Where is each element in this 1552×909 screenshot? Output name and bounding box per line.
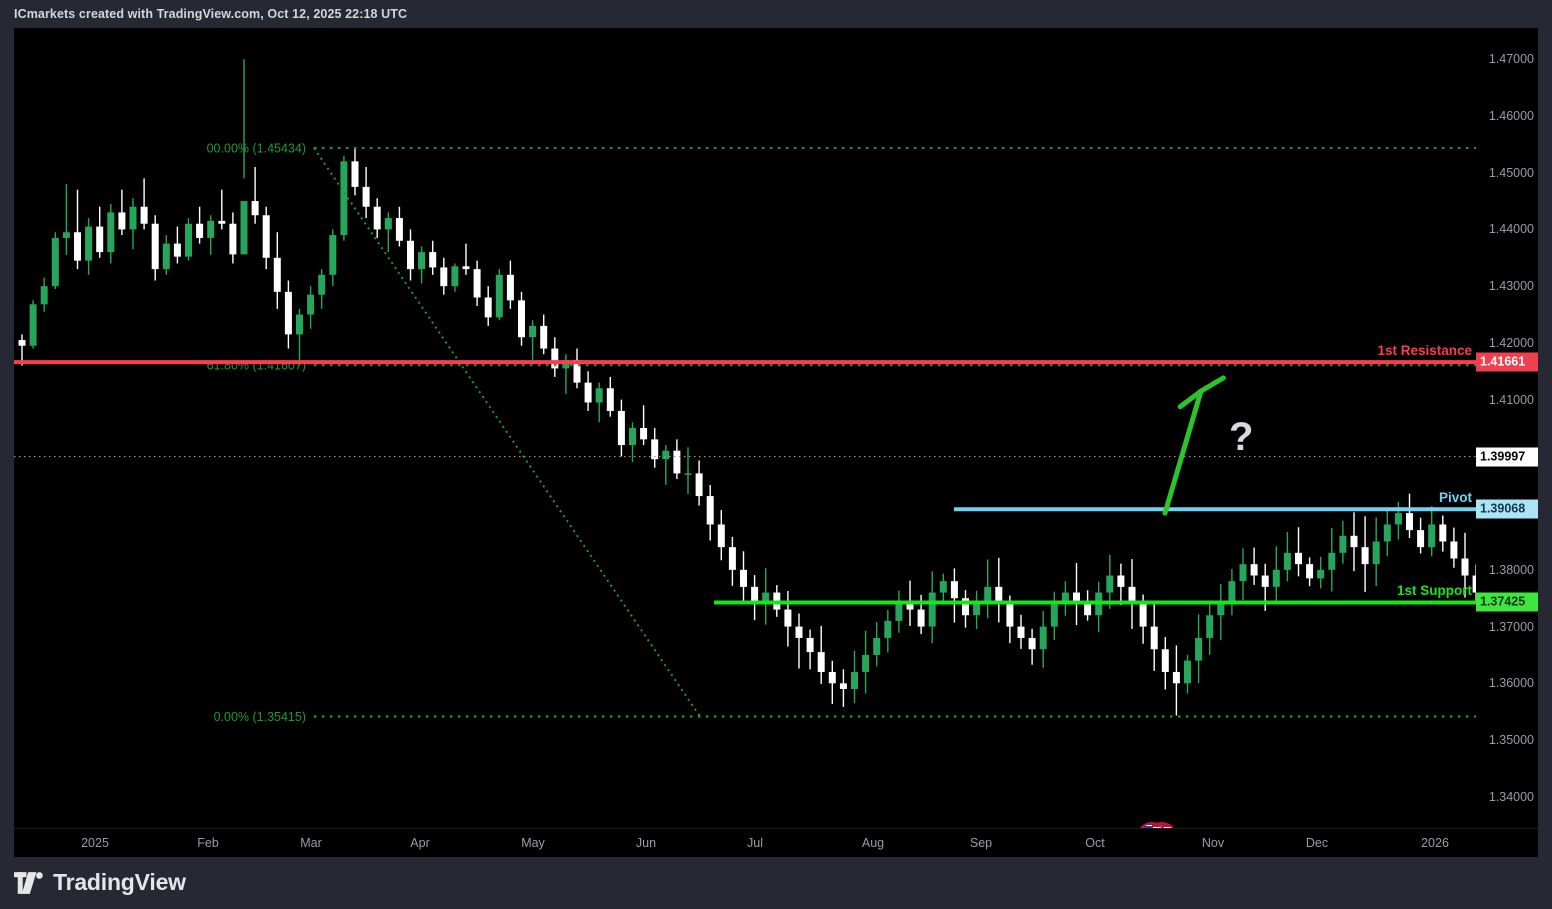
time-axis-tick: Dec <box>1305 836 1329 850</box>
time-axis-tick: Apr <box>410 836 430 850</box>
time-axis-tick: 2025 <box>81 836 109 850</box>
time-axis-tick: Sep <box>969 836 993 850</box>
chart-plot-area[interactable]: 00.00% (1.45434) 61.80% (1.41607) 0.00% (1… <box>14 28 1476 828</box>
price-axis-tick: 1.36000 <box>1488 676 1534 691</box>
time-axis-tick: Nov <box>1201 836 1225 850</box>
chart-header: ICmarkets created with TradingView.com, … <box>0 0 1552 28</box>
tradingview-wordmark: TradingView <box>53 869 186 895</box>
time-axis-tick: May <box>521 836 545 850</box>
attribution-text: ICmarkets created with TradingView.com, … <box>14 7 408 21</box>
fibonacci-level-label: 0.00% (1.35415) <box>214 710 306 724</box>
candlestick-series <box>18 59 681 485</box>
level-label-1st-support: 1st Support <box>1396 583 1472 599</box>
candlestick-series-extended <box>684 447 1476 716</box>
time-axis-tick: 2026 <box>1421 836 1449 850</box>
price-axis-tick: 1.37000 <box>1488 619 1534 634</box>
price-axis-tick: 1.47000 <box>1488 52 1534 67</box>
price-axis[interactable]: 1.47000 1.46000 1.45000 1.44000 1.43000 1.420… <box>1476 28 1538 828</box>
level-label-1st-resistance: 1st Resistance <box>1377 343 1472 359</box>
time-axis-tick: Jun <box>635 836 657 850</box>
time-axis-tick: Jul <box>747 836 763 850</box>
price-axis-tick: 1.46000 <box>1488 108 1534 123</box>
chart-footer: TradingView <box>0 857 1552 909</box>
tradingview-logo[interactable]: TradingView <box>14 869 186 896</box>
fibonacci-trendline <box>313 147 701 718</box>
resistance-price-badge[interactable]: 1.41661 <box>1476 352 1538 372</box>
price-axis-tick: 1.45000 <box>1488 165 1534 180</box>
time-axis-tick: Aug <box>861 836 885 850</box>
price-axis-tick: 1.43000 <box>1488 279 1534 294</box>
pivot-price-badge[interactable]: 1.39068 <box>1476 499 1538 519</box>
chart-canvas: 00.00% (1.45434)61.80% (1.41607)0.00% (1… <box>14 59 1476 724</box>
level-label-pivot: Pivot <box>1438 490 1472 506</box>
tradingview-logo-icon <box>14 871 43 894</box>
support-price-badge[interactable]: 1.37425 <box>1476 592 1538 612</box>
price-axis-tick: 1.44000 <box>1488 222 1534 237</box>
flag-canton <box>1139 824 1153 828</box>
chart-frame: 00.00% (1.45434) 61.80% (1.41607) 0.00% (1… <box>14 28 1538 857</box>
up-arrow-icon <box>1162 375 1226 516</box>
time-axis-tick: Mar <box>300 836 322 850</box>
time-axis-tick: Feb <box>197 836 219 850</box>
time-axis-tick: Oct <box>1085 836 1105 850</box>
question-mark-annotation: ? <box>1229 415 1254 460</box>
current-price-badge[interactable]: 1.39997 <box>1476 447 1538 467</box>
fibonacci-level-label: 00.00% (1.45434) <box>207 142 306 156</box>
price-axis-tick: 1.41000 <box>1488 392 1534 407</box>
price-axis-tick: 1.42000 <box>1488 335 1534 350</box>
price-axis-tick: 1.34000 <box>1488 789 1534 804</box>
time-axis[interactable]: 2025 Feb Mar Apr May Jun Jul Aug Sep Oct Nov Dec 202… <box>14 828 1538 857</box>
price-axis-tick: 1.35000 <box>1488 733 1534 748</box>
price-axis-tick: 1.38000 <box>1488 562 1534 577</box>
